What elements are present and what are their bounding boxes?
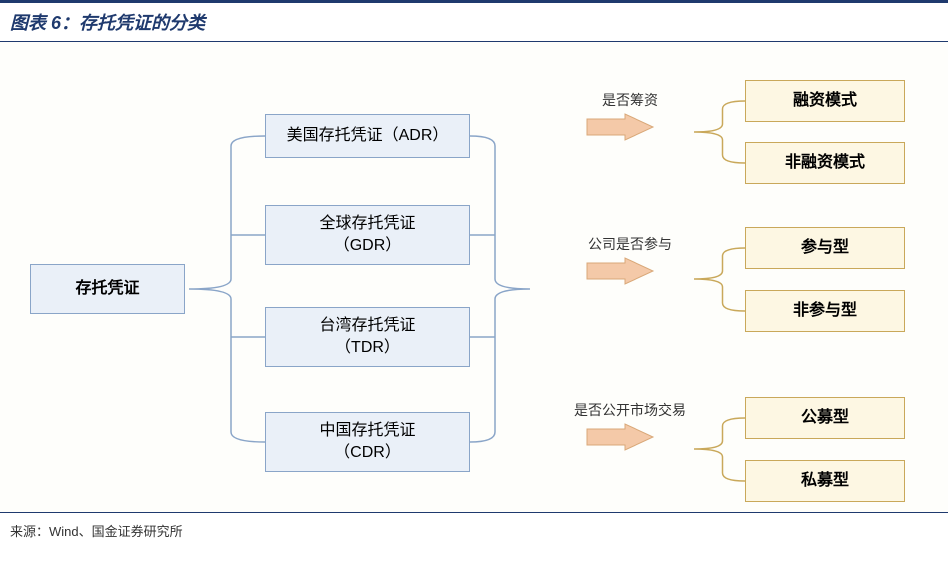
chart-title: 图表 6：存托凭证的分类 [10,13,205,33]
arrow-icon-1 [585,256,655,286]
leaf-label: 非融资模式 [785,152,865,174]
chart-footer: 来源：Wind、国金证券研究所 [0,512,948,548]
mid-label: 美国存托凭证（ADR） [287,125,449,147]
mid-label-l2: （GDR） [319,235,415,257]
leaf-label: 融资模式 [793,90,857,112]
mid-node-cdr: 中国存托凭证 （CDR） [265,412,470,472]
chart-header: 图表 6：存托凭证的分类 [0,0,948,42]
criteria-label-1: 公司是否参与 [560,234,700,254]
leaf-label: 私募型 [801,470,849,492]
mid-node-tdr: 台湾存托凭证 （TDR） [265,307,470,367]
source-text: 来源：Wind、国金证券研究所 [10,524,183,539]
root-label: 存托凭证 [75,278,139,300]
criteria-label-2: 是否公开市场交易 [560,400,700,420]
leaf-node-3: 非参与型 [745,290,905,332]
mid-node-adr: 美国存托凭证（ADR） [265,114,470,158]
leaf-label: 公募型 [801,407,849,429]
mid-label-l1: 台湾存托凭证 [319,315,415,337]
leaf-node-0: 融资模式 [745,80,905,122]
root-node: 存托凭证 [30,264,185,314]
criteria-label-0: 是否筹资 [560,90,700,110]
leaf-label: 非参与型 [793,300,857,322]
mid-label-l1: 中国存托凭证 [319,420,415,442]
mid-label-l2: （TDR） [319,337,415,359]
mid-label-l1: 全球存托凭证 [319,213,415,235]
leaf-node-5: 私募型 [745,460,905,502]
mid-label-l2: （CDR） [319,442,415,464]
leaf-node-4: 公募型 [745,397,905,439]
mid-node-gdr: 全球存托凭证 （GDR） [265,205,470,265]
leaf-label: 参与型 [801,237,849,259]
arrow-icon-2 [585,422,655,452]
diagram-area: 存托凭证 美国存托凭证（ADR） 全球存托凭证 （GDR） 台湾存托凭证 （TD… [0,42,948,512]
leaf-node-1: 非融资模式 [745,142,905,184]
arrow-icon-0 [585,112,655,142]
leaf-node-2: 参与型 [745,227,905,269]
